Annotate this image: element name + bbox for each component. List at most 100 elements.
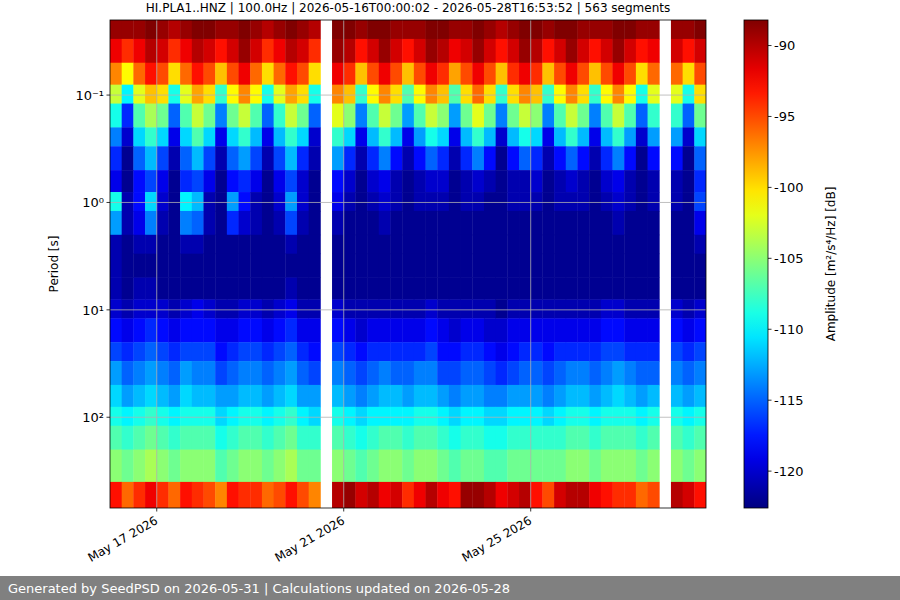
heat-cell [332, 426, 344, 450]
heat-cell [122, 192, 134, 211]
heat-cell [437, 385, 449, 407]
heat-cell [309, 254, 321, 278]
heat-cell [613, 63, 625, 85]
heat-cell [601, 450, 613, 483]
heat-cell [683, 146, 695, 170]
heat-cell [589, 192, 601, 211]
heat-cell [203, 385, 215, 407]
heat-cell [192, 127, 204, 146]
heat-cell [309, 450, 321, 483]
heat-cell [297, 170, 309, 192]
heat-cell [683, 361, 695, 385]
footer: Generated by SeedPSD on 2026-05-31 | Cal… [8, 581, 510, 596]
heat-cell [122, 318, 134, 342]
heat-cell [683, 450, 695, 483]
heat-cell [507, 407, 519, 426]
heat-cell [461, 254, 473, 278]
heat-cell [613, 146, 625, 170]
heat-cell [554, 104, 566, 128]
heat-cell [355, 482, 367, 508]
heat-cell [531, 170, 543, 192]
heat-cell [180, 170, 192, 192]
heat-cell [554, 407, 566, 426]
heat-cell [285, 450, 297, 483]
heat-cell [297, 254, 309, 278]
heat-cell [683, 127, 695, 146]
heat-cell [367, 254, 379, 278]
heat-cell [180, 407, 192, 426]
heat-cell [122, 342, 134, 361]
heat-cell [694, 361, 706, 385]
heat-cell [344, 278, 356, 300]
heat-cell [472, 385, 484, 407]
heat-cell [203, 20, 215, 39]
heat-cell [437, 361, 449, 385]
heat-cell [414, 482, 426, 508]
heat-cell [461, 192, 473, 211]
heat-cell [180, 318, 192, 342]
heat-cell [426, 63, 438, 85]
heat-cell [145, 127, 157, 146]
heat-cell [671, 385, 683, 407]
heat-cell [157, 211, 169, 235]
heat-cell [414, 342, 426, 361]
heat-cell [344, 170, 356, 192]
heat-cell [648, 278, 660, 300]
heat-cell [507, 63, 519, 85]
heat-cell [671, 235, 683, 254]
grid-line [530, 20, 531, 508]
heat-cell [274, 361, 286, 385]
heat-cell [262, 482, 274, 508]
heat-cell [671, 192, 683, 211]
heat-cell [484, 235, 496, 254]
heat-cell [683, 39, 695, 63]
heat-cell [133, 85, 145, 104]
heat-cell [309, 146, 321, 170]
heat-cell [215, 63, 227, 85]
x-tick-label: May 21 2026 [272, 513, 347, 564]
heat-cell [694, 254, 706, 278]
heat-cell [332, 211, 344, 235]
colorbar-tick-label: -105 [774, 251, 804, 266]
heat-cell [274, 211, 286, 235]
heat-cell [519, 146, 531, 170]
heat-cell [613, 20, 625, 39]
heat-cell [168, 254, 180, 278]
y-tick-label: 10¹ [82, 303, 104, 318]
heat-cell [344, 450, 356, 483]
heat-cell [484, 104, 496, 128]
heat-cell [367, 450, 379, 483]
heat-cell [426, 85, 438, 104]
heat-cell [484, 342, 496, 361]
heat-cell [180, 299, 192, 318]
heat-cell [496, 39, 508, 63]
heat-cell [577, 426, 589, 450]
heat-cell [694, 211, 706, 235]
heat-cell [157, 342, 169, 361]
heat-cell [554, 342, 566, 361]
heat-cell [262, 127, 274, 146]
heat-cell [262, 361, 274, 385]
heat-cell [145, 146, 157, 170]
heat-cell [250, 407, 262, 426]
heat-cell [168, 39, 180, 63]
heat-cell [157, 278, 169, 300]
heat-cell [309, 192, 321, 211]
heat-cell [472, 39, 484, 63]
heat-cell [203, 39, 215, 63]
heat-cell [461, 385, 473, 407]
heat-cell [613, 104, 625, 128]
heat-cell [683, 254, 695, 278]
heat-cell [437, 450, 449, 483]
heat-cell [507, 39, 519, 63]
heat-cell [274, 278, 286, 300]
heat-cell [367, 235, 379, 254]
heat-cell [437, 407, 449, 426]
heat-cell [542, 63, 554, 85]
heat-cell [496, 85, 508, 104]
heat-cell [285, 235, 297, 254]
heat-cell [648, 407, 660, 426]
heat-cell [390, 361, 402, 385]
heat-cell [589, 20, 601, 39]
heat-cell [110, 299, 122, 318]
